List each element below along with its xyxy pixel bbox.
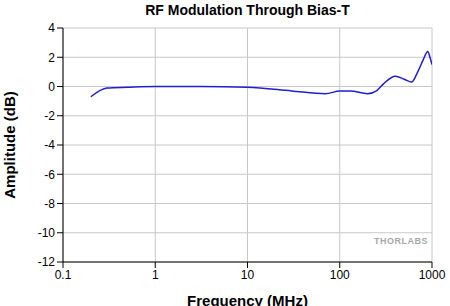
svg-text:4: 4	[48, 21, 55, 35]
svg-text:Frequency (MHz): Frequency (MHz)	[187, 292, 308, 306]
svg-text:1: 1	[152, 268, 159, 282]
svg-text:0: 0	[48, 80, 55, 94]
svg-text:-8: -8	[44, 197, 55, 211]
svg-text:1000: 1000	[419, 268, 442, 282]
html-text:RF Modulation Through Bias-T: RF Modulation Through Bias-T	[145, 2, 350, 18]
svg-text:-4: -4	[44, 138, 55, 152]
svg-text:-6: -6	[44, 168, 55, 182]
svg-text:100: 100	[330, 268, 350, 282]
svg-text:10: 10	[241, 268, 255, 282]
svg-text:-2: -2	[44, 109, 55, 123]
html-text:THORLABS: THORLABS	[374, 236, 428, 246]
svg-text:0.1: 0.1	[55, 268, 72, 282]
svg-text:-10: -10	[38, 226, 56, 240]
svg-text:2: 2	[48, 51, 55, 65]
svg-text:Amplitude (dB): Amplitude (dB)	[8, 91, 18, 198]
svg-text:-12: -12	[38, 255, 56, 269]
